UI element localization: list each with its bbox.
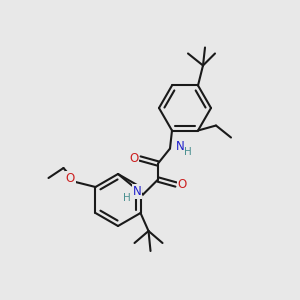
Text: O: O <box>66 172 75 184</box>
Text: H: H <box>123 193 131 202</box>
Text: H: H <box>184 146 192 157</box>
Text: N: N <box>176 140 184 153</box>
Text: N: N <box>133 185 141 198</box>
Text: O: O <box>177 178 187 191</box>
Text: O: O <box>129 152 139 165</box>
